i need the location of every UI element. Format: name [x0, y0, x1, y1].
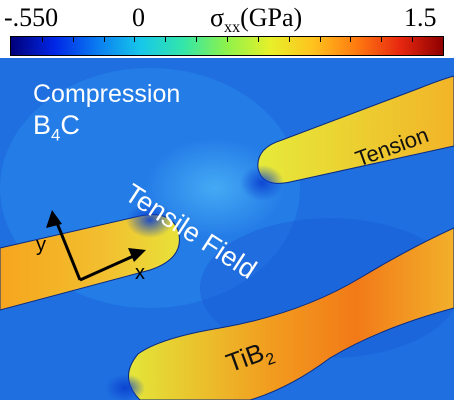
colorbar-tick: [381, 37, 383, 42]
x-axis-arrow: [79, 252, 139, 282]
colorbar-tick: [165, 37, 167, 42]
colorbar-tick: [257, 37, 259, 42]
compression-label: Compression: [33, 80, 181, 108]
stress-symbol: σ: [210, 3, 225, 32]
stress-colorbar: [10, 36, 444, 56]
colorbar-tick: [72, 37, 74, 42]
b4c-label: B4C: [33, 110, 80, 145]
stress-subscript: xx: [224, 19, 241, 37]
y-axis-arrow: [53, 217, 82, 281]
x-axis-label: x: [135, 262, 145, 284]
stress-field-map: [0, 58, 454, 400]
colorbar-tick: [196, 37, 198, 42]
colorbar-tick: [288, 37, 290, 42]
coordinate-axes: [46, 210, 146, 282]
b4c-label-sub: 4: [51, 125, 61, 145]
b4c-label-c: C: [60, 110, 80, 140]
colorbar-tick: [350, 37, 352, 42]
tib2-inclusion-lower: [128, 227, 454, 400]
x-arrowhead-icon: [128, 248, 146, 262]
colorbar-tick: [319, 37, 321, 42]
colorbar-max-label: 1.5: [404, 3, 437, 32]
colorbar-tick: [227, 37, 228, 42]
colorbar-title: σxx(GPa): [210, 3, 302, 43]
stress-concentration: [105, 374, 145, 400]
colorbar-tick: [134, 37, 136, 42]
stress-concentration: [240, 165, 284, 201]
b4c-label-b: B: [33, 110, 52, 140]
stress-concentration: [126, 202, 174, 238]
colorbar-zero-label: 0: [132, 3, 145, 32]
tensile-glow: [145, 138, 285, 238]
stress-unit: (GPa): [240, 3, 303, 32]
y-arrowhead-icon: [46, 210, 62, 228]
colorbar-tick: [41, 37, 43, 42]
colorbar-min-label: -.550: [4, 3, 59, 32]
colorbar-tick: [103, 37, 105, 42]
colorbar-tick: [412, 37, 414, 42]
colorbar-header: -.550 0 σxx(GPa) 1.5: [0, 0, 454, 36]
y-axis-label: y: [36, 234, 46, 256]
